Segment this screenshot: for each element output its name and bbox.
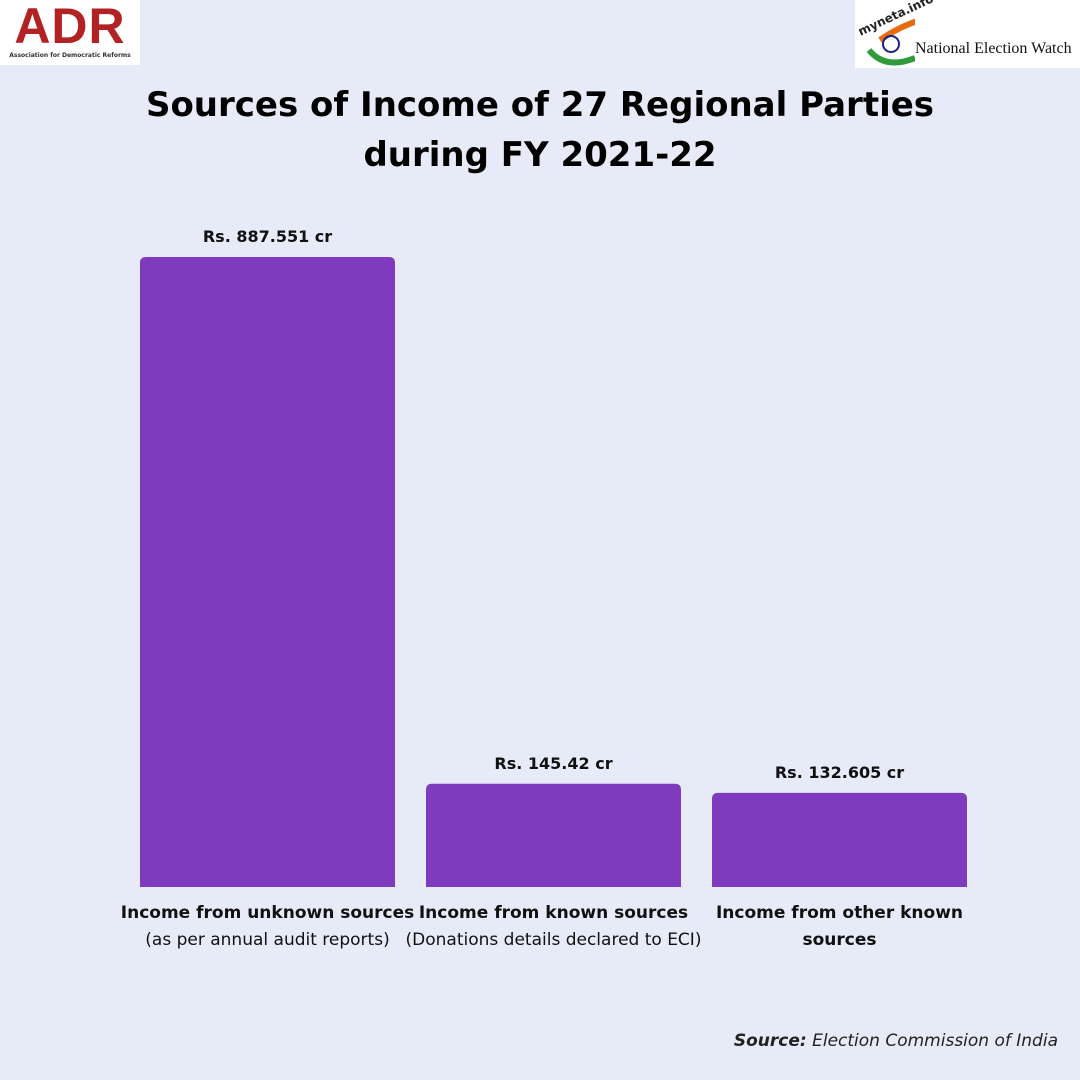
- bar: [426, 783, 681, 887]
- value-label: Rs. 887.551 cr: [202, 227, 333, 246]
- logo-title: ADR: [14, 0, 126, 54]
- bar: [140, 257, 395, 887]
- new-logo: myneta.info National Election Watch: [855, 0, 1080, 68]
- category-note: (as per annual audit reports): [145, 930, 390, 950]
- category-note: (Donations details declared to ECI): [405, 930, 702, 950]
- category-name: Income from known sources: [418, 903, 689, 923]
- value-label: Rs. 145.42 cr: [494, 753, 613, 773]
- chart-title: Sources of Income of 27 Regional Parties…: [145, 85, 935, 175]
- source-text: Election Commission of India: [812, 1031, 1058, 1051]
- logo-name: National Election Watch: [915, 40, 1072, 57]
- x-tick-label: Income from other known sources: [675, 900, 1005, 954]
- bar: [712, 792, 967, 887]
- logo-icon: [866, 18, 915, 66]
- category-name: Income from other known sources: [715, 903, 964, 950]
- source-label: Source:: [733, 1031, 807, 1051]
- source: Source: Election Commission of India: [734, 1031, 1058, 1051]
- category-name: Income from unknown sources: [120, 903, 415, 923]
- adr-logo: ADR Association for Democratic Reforms: [0, 0, 140, 65]
- logo-subtitle: Association for Democratic Reforms: [9, 52, 131, 59]
- x-tick-label: Income from known sources (Donations deta…: [389, 900, 719, 954]
- value-label: Rs. 132.605 cr: [774, 762, 905, 782]
- x-tick-label: Income from unknown sources (as per annua…: [103, 900, 433, 954]
